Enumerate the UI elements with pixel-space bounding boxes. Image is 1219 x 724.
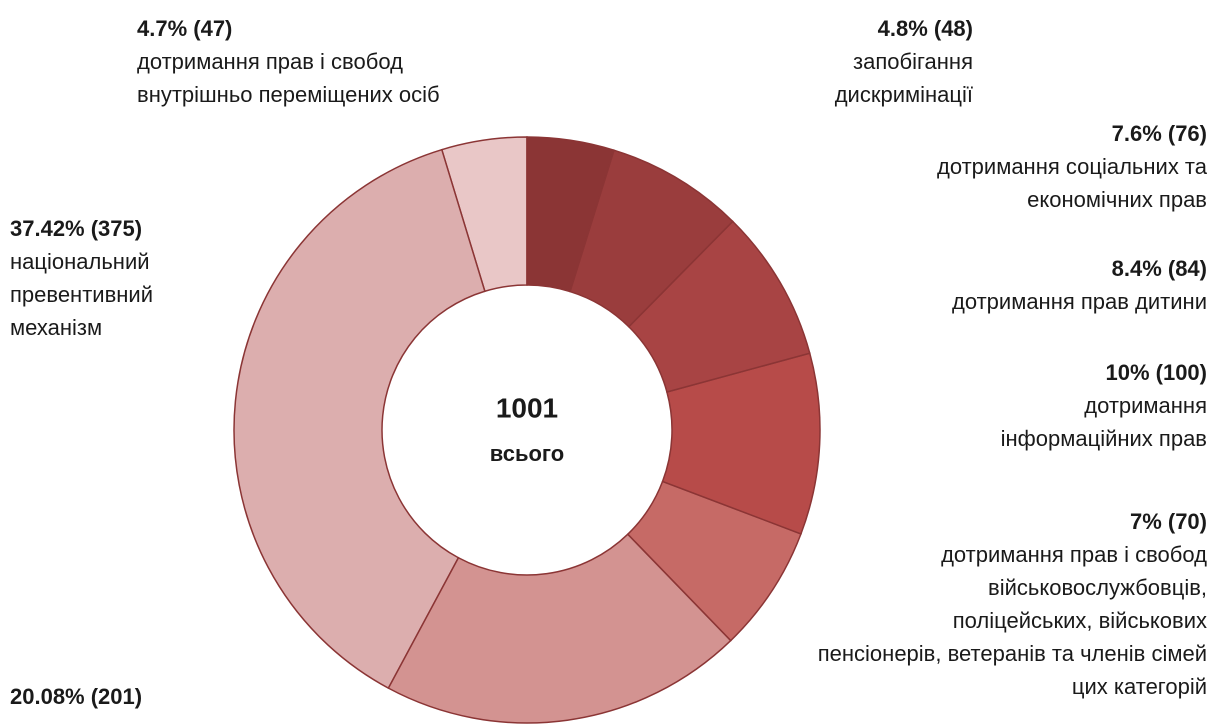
slice-label: 37.42% (375) національний превентивний ме… bbox=[10, 212, 153, 344]
slice-label: 7.6% (76) дотримання соціальних та економ… bbox=[937, 117, 1207, 216]
slice-label: 4.7% (47) дотримання прав і свобод внутрі… bbox=[137, 12, 440, 111]
value-label: 4.8% (48) bbox=[877, 16, 973, 41]
slice-label: 20.08% (201) доступу до правосуддя bbox=[10, 680, 247, 724]
slice bbox=[526, 136, 615, 293]
category-label: запобігання дискримінації bbox=[834, 49, 973, 107]
slice bbox=[626, 480, 802, 642]
category-label: дотримання соціальних та економічних пра… bbox=[937, 154, 1207, 212]
value-label: 8.4% (84) bbox=[1111, 256, 1207, 281]
slice bbox=[569, 149, 734, 328]
slice bbox=[661, 352, 821, 535]
value-label: 20.08% (201) bbox=[10, 684, 143, 709]
total-label: всього bbox=[490, 441, 565, 466]
category-label: дотримання прав дитини bbox=[952, 289, 1207, 314]
value-label: 7.6% (76) bbox=[1111, 121, 1207, 146]
category-label: дотримання інформаційних прав bbox=[1000, 393, 1207, 451]
category-label: дотримання прав і свобод військовослужбо… bbox=[817, 542, 1207, 699]
category-label: дотримання прав і свобод внутрішньо пере… bbox=[137, 49, 440, 107]
slice-label: 10% (100) дотримання інформаційних прав bbox=[1001, 356, 1207, 455]
value-label: 10% (100) bbox=[1105, 360, 1207, 385]
slice-label: 8.4% (84) дотримання прав дитини bbox=[952, 252, 1207, 318]
slice bbox=[233, 148, 486, 690]
slice-label: 7% (70) дотримання прав і свобод військов… bbox=[818, 505, 1207, 703]
total: 1001 bbox=[496, 392, 558, 423]
value-label: 7% (70) bbox=[1129, 509, 1207, 534]
category-label: національний превентивний механізм bbox=[10, 249, 153, 340]
category-label: доступу до правосуддя bbox=[10, 713, 247, 724]
slice-label: 4.8% (48) запобігання дискримінації bbox=[835, 12, 973, 111]
slice bbox=[627, 220, 811, 393]
slice bbox=[387, 533, 732, 724]
value-label: 37.42% (375) bbox=[10, 216, 143, 241]
value-label: 4.7% (47) bbox=[137, 16, 233, 41]
